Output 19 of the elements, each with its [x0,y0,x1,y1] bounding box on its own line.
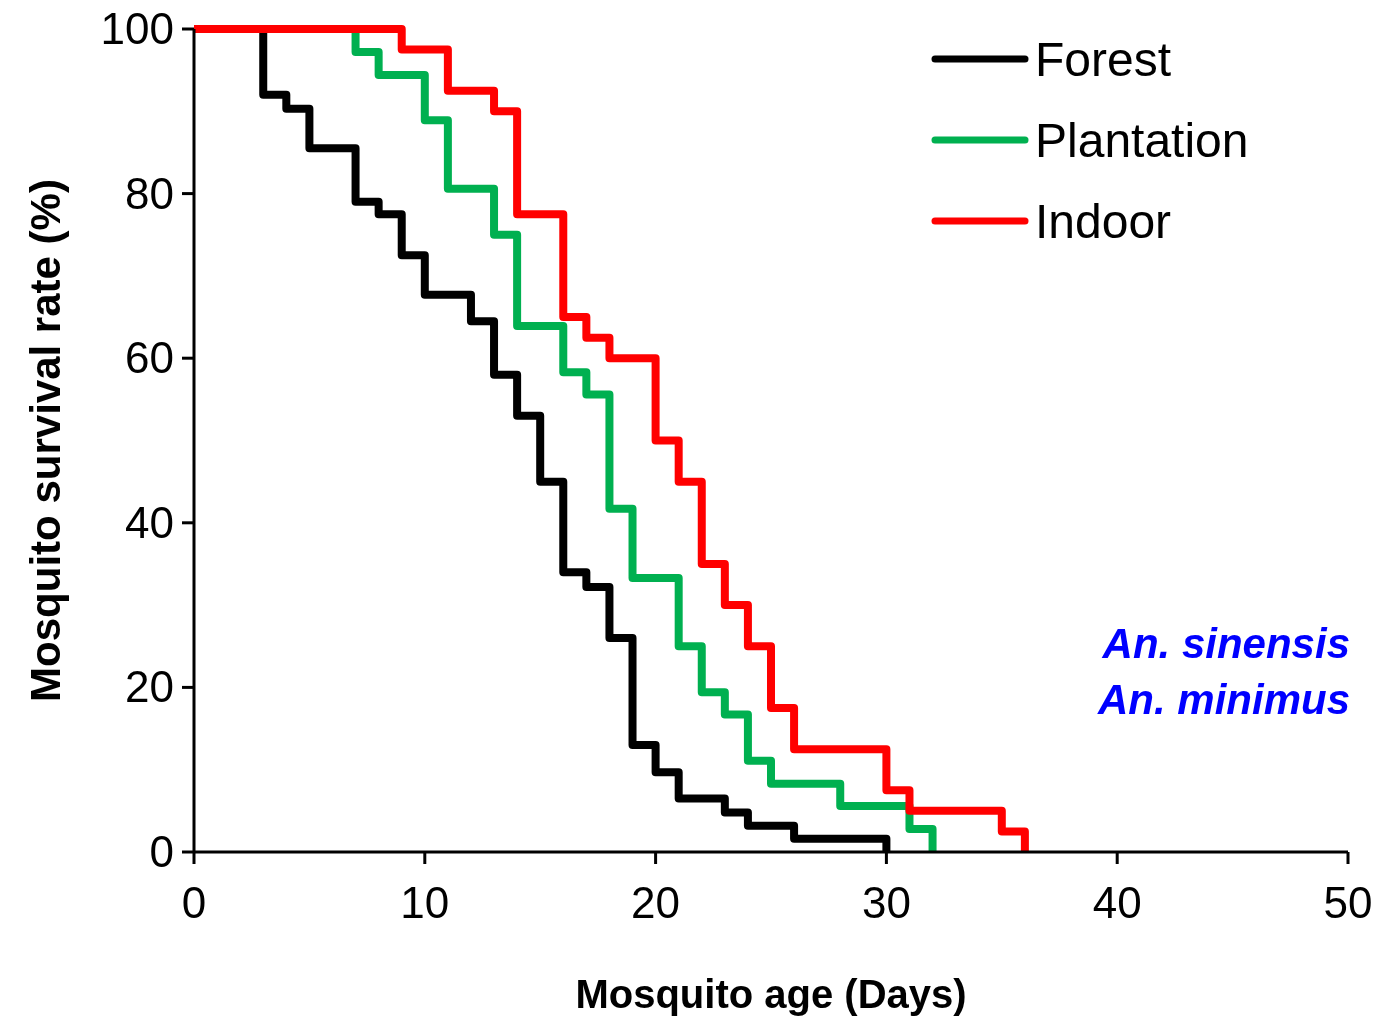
x-tick-label: 40 [1092,878,1142,927]
y-tick-label: 100 [100,4,174,53]
x-tick-label: 50 [1323,878,1373,927]
legend-label: Forest [1035,33,1172,86]
x-tick-label: 20 [631,878,681,927]
x-axis-title: Mosquito age (Days) [575,972,967,1016]
x-tick-label: 0 [181,878,207,927]
annotation: An. sinensis [1101,620,1350,667]
y-tick-label: 0 [149,827,174,876]
annotation: An. minimus [1096,676,1350,723]
y-tick-label: 40 [125,497,174,547]
x-tick-label: 10 [400,878,450,927]
y-axis-title: Mosquito survival rate (%) [22,179,69,702]
x-tick-label: 30 [861,878,911,927]
y-tick-label: 80 [125,168,174,218]
y-tick-label: 60 [125,333,174,383]
legend-label: Plantation [1035,114,1249,167]
y-tick-label: 20 [125,662,174,712]
legend-label: Indoor [1035,195,1172,248]
